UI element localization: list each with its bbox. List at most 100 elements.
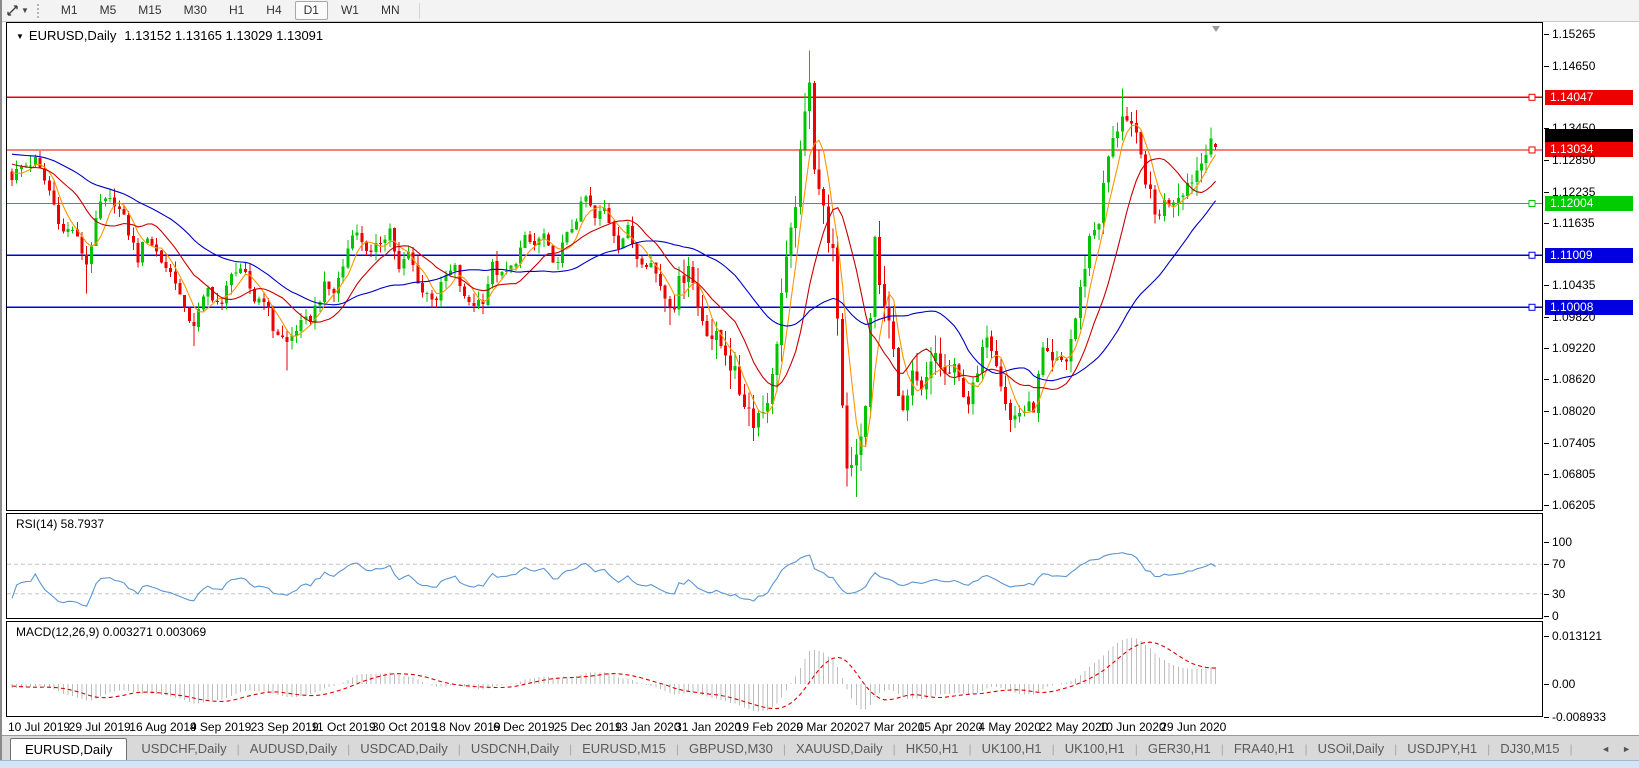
price-tick: [1544, 128, 1549, 130]
main-chart-panel[interactable]: ▼ EURUSD,Daily 1.13152 1.13165 1.13029 1.1…: [6, 22, 1543, 511]
price-tick: [1544, 379, 1549, 381]
candlestick-chart[interactable]: [7, 23, 1542, 510]
tab-separator: |: [1220, 741, 1224, 756]
timeframe-button-m15[interactable]: M15: [138, 3, 162, 17]
timeframe-button-h1[interactable]: H1: [228, 3, 245, 17]
price-tick-label: 1.15265: [1552, 26, 1596, 41]
chart-tab-ger30-h1[interactable]: GER30,H1: [1147, 741, 1211, 756]
chart-title-symbol: EURUSD,Daily: [28, 28, 117, 43]
chart-tab-usdcnh-daily[interactable]: USDCNH,Daily: [470, 741, 559, 756]
macd-signal-line: [11, 641, 1216, 710]
tab-scroll-right-icon[interactable]: ►: [1622, 743, 1631, 754]
tab-scroll-left-icon[interactable]: ◄: [1601, 743, 1611, 754]
tab-separator: |: [675, 741, 679, 756]
macd-tick: [1544, 636, 1549, 638]
chart-title-ohlc: 1.13152 1.13165 1.13029 1.13091: [124, 28, 324, 43]
date-label: 6 Dec 2019: [493, 720, 555, 734]
macd-label: MACD(12,26,9) 0.003271 0.003069: [16, 625, 207, 639]
timeframe-button-mn[interactable]: MN: [380, 3, 400, 17]
line-handle-icon[interactable]: [1528, 93, 1536, 101]
tab-separator: |: [236, 741, 240, 756]
macd-chart[interactable]: [7, 622, 1542, 716]
price-tick: [1544, 222, 1549, 224]
tool-dropdown-icon[interactable]: ▼: [21, 6, 29, 15]
toolbar-separator: [418, 2, 420, 19]
chart-tab-uk100-h1[interactable]: UK100,H1: [981, 741, 1042, 756]
price-tick-label: 1.09820: [1552, 310, 1596, 325]
chart-tab-xauusd-daily[interactable]: XAUUSD,Daily: [795, 741, 883, 756]
price-tick: [1544, 285, 1549, 287]
chart-tab-usdchf-daily[interactable]: USDCHF,Daily: [141, 741, 227, 756]
date-label: 16 Aug 2019: [129, 720, 197, 734]
chart-tab-audusd-daily[interactable]: AUDUSD,Daily: [249, 741, 338, 756]
chart-tab-hk50-h1[interactable]: HK50,H1: [905, 741, 959, 756]
chart-title: ▼ EURUSD,Daily 1.13152 1.13165 1.13029 1.1…: [16, 28, 323, 43]
timeframe-button-w1[interactable]: W1: [340, 3, 359, 17]
price-tick-label: 1.07405: [1552, 435, 1596, 450]
rsi-tick-label: 100: [1552, 535, 1573, 549]
line-handle-icon[interactable]: [1528, 303, 1536, 311]
macd-indicator-panel[interactable]: MACD(12,26,9) 0.003271 0.003069: [6, 621, 1543, 717]
price-tick-label: 1.06205: [1552, 498, 1596, 512]
price-line-badge-1.10008[interactable]: 1.10008: [1545, 299, 1633, 315]
timeframe-button-m30[interactable]: M30: [183, 3, 207, 17]
rsi-tick-label: 30: [1552, 586, 1566, 601]
chart-tab-fra40-h1[interactable]: FRA40,H1: [1233, 741, 1295, 756]
macd-tick-label: 0.00: [1552, 677, 1576, 691]
price-tick: [1544, 191, 1549, 193]
timeframe-button-h4[interactable]: H4: [266, 3, 282, 17]
candles: [10, 50, 1218, 497]
price-line-badge-1.11009[interactable]: 1.11009: [1545, 247, 1633, 263]
price-tick-label: 1.06805: [1552, 466, 1596, 481]
line-handle-icon[interactable]: [1528, 251, 1536, 259]
price-line-badge-1.13034[interactable]: 1.13034: [1545, 142, 1633, 158]
tab-scroll-arrows: ◄ ►: [1601, 736, 1631, 761]
bid-price-marker: [1545, 129, 1633, 143]
date-label: 22 May 2020: [1038, 720, 1109, 734]
tab-separator: |: [1134, 741, 1138, 756]
tab-separator: |: [1569, 741, 1573, 756]
price-tick-label: 1.10435: [1552, 278, 1596, 293]
timeframe-button-m5[interactable]: M5: [99, 3, 117, 17]
price-tick: [1544, 159, 1549, 161]
date-label: 13 Jan 2020: [614, 720, 681, 734]
moving-average-13: [11, 157, 1217, 391]
chart-tab-gbpusd-m30[interactable]: GBPUSD,M30: [689, 741, 773, 756]
date-label: 23 Sep 2019: [250, 720, 319, 734]
chart-tab-usoil-daily[interactable]: USOil,Daily: [1317, 741, 1385, 756]
chart-tab-eurusd-daily[interactable]: EURUSD,Daily: [10, 737, 128, 761]
timeframe-button-m1[interactable]: M1: [60, 3, 78, 17]
date-label: 11 Oct 2019: [311, 720, 376, 734]
date-label: 29 Jun 2020: [1160, 720, 1227, 734]
price-tick: [1544, 505, 1549, 506]
crosshair-tool-icon[interactable]: [6, 4, 19, 17]
line-handle-icon[interactable]: [1528, 146, 1536, 154]
line-handle-icon[interactable]: [1528, 200, 1536, 208]
symbol-dropdown-icon[interactable]: ▼: [16, 32, 24, 41]
rsi-indicator-panel[interactable]: RSI(14) 58.7937: [6, 513, 1543, 619]
price-tick-label: 1.09220: [1552, 341, 1596, 356]
price-tick-label: 1.12235: [1552, 184, 1596, 199]
rsi-tick: [1544, 593, 1549, 595]
price-tick: [1544, 317, 1549, 319]
price-line-badge-1.12004[interactable]: 1.12004: [1545, 196, 1633, 211]
chart-tab-usdcad-daily[interactable]: USDCAD,Daily: [360, 741, 448, 756]
timeframe-button-d1[interactable]: D1: [294, 1, 328, 20]
date-label: 31 Jan 2020: [675, 720, 742, 734]
chart-tab-usdjpy-h1[interactable]: USDJPY,H1: [1407, 741, 1478, 756]
chart-tab-dj30-m15[interactable]: DJ30,M15: [1500, 741, 1560, 756]
rsi-line: [11, 552, 1216, 607]
chart-shift-marker-icon: [1212, 26, 1220, 32]
price-tick-label: 1.11635: [1552, 215, 1595, 230]
price-line-badge-1.14047[interactable]: 1.14047: [1545, 89, 1633, 105]
chart-tab-uk100-h1[interactable]: UK100,H1: [1064, 741, 1125, 756]
chart-tab-eurusd-m15[interactable]: EURUSD,M15: [582, 741, 666, 756]
date-label: 30 Oct 2019: [371, 720, 438, 734]
macd-tick-label: -0.008933: [1552, 709, 1607, 724]
date-label: 10 Jul 2019: [8, 720, 71, 734]
price-tick-label: 1.14650: [1552, 58, 1596, 73]
rsi-chart[interactable]: [7, 514, 1542, 618]
price-tick-label: 1.08020: [1552, 403, 1596, 418]
price-tick: [1544, 473, 1549, 475]
status-strip: [0, 760, 1639, 768]
